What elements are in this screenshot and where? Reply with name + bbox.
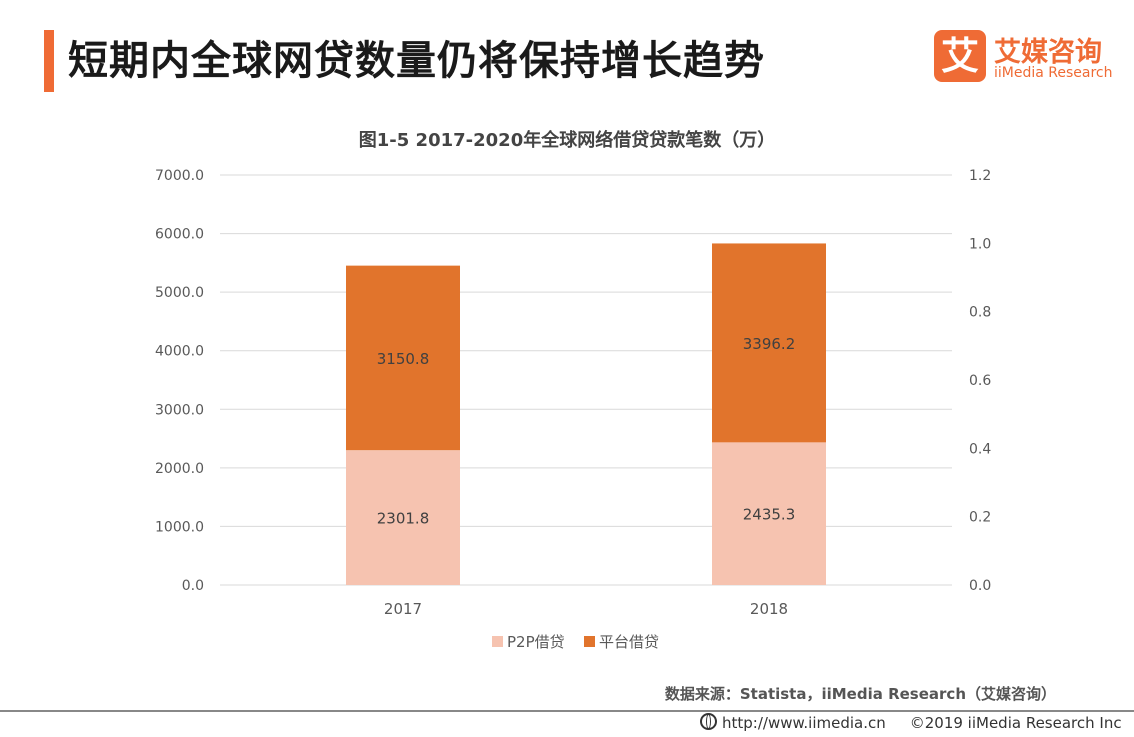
stacked-bar-chart: 0.0 1000.0 2000.0 3000.0 4000.0 5000.0 6000.0 7… (155, 168, 991, 651)
y-tick-label: 0.0 (182, 578, 204, 594)
bar-segment (712, 442, 826, 585)
legend-swatch (492, 636, 503, 647)
bars: 2301.8 3150.8 2435.3 3396.2 (346, 243, 826, 585)
data-label: 2301.8 (377, 510, 430, 528)
y2-tick-label: 0.0 (969, 578, 991, 594)
y-axis-right: 0.0 0.2 0.4 0.6 0.8 1.0 1.2 (969, 168, 991, 594)
y2-tick-label: 0.8 (969, 305, 991, 321)
logo-name-en: iiMedia Research (994, 65, 1113, 81)
logo-mark-icon: 艾 (934, 30, 986, 82)
data-source: 数据来源：Statista，iiMedia Research（艾媒咨询） (664, 685, 1056, 703)
y-tick-label: 1000.0 (155, 519, 204, 535)
y2-tick-label: 1.2 (969, 168, 991, 184)
footer: http://www.iimedia.cn ©2019 iiMedia Resea… (700, 713, 1122, 732)
logo-name-cn: 艾媒咨询 (994, 37, 1102, 68)
y2-tick-label: 0.2 (969, 510, 991, 526)
legend-label: 平台借贷 (599, 633, 659, 651)
y-tick-label: 2000.0 (155, 461, 204, 477)
footer-url[interactable]: http://www.iimedia.cn (722, 714, 886, 732)
bar-segment (712, 243, 826, 443)
chart-title: 图1-5 2017-2020年全球网络借贷贷款笔数（万） (358, 130, 776, 151)
data-label: 3396.2 (743, 335, 796, 353)
y-tick-label: 4000.0 (155, 344, 204, 360)
x-tick-label: 2017 (384, 600, 422, 618)
brand-logo: 艾 艾媒咨询 iiMedia Research (934, 30, 1114, 86)
legend: P2P借贷 平台借贷 (492, 633, 659, 651)
gridlines (220, 174, 952, 586)
y2-tick-label: 0.6 (969, 373, 991, 389)
legend-swatch (584, 636, 595, 647)
data-label: 3150.8 (377, 350, 430, 368)
x-axis: 2017 2018 (384, 600, 788, 618)
y-axis-left: 0.0 1000.0 2000.0 3000.0 4000.0 5000.0 6000.0 7… (155, 168, 204, 594)
bar-segment (346, 450, 460, 585)
y2-tick-label: 1.0 (969, 236, 991, 252)
data-label: 2435.3 (743, 506, 796, 524)
globe-icon (700, 713, 717, 730)
y-tick-label: 7000.0 (155, 168, 204, 184)
page-title: 短期内全球网贷数量仍将保持增长趋势 (68, 38, 765, 84)
title-accent-bar (44, 30, 54, 92)
y2-tick-label: 0.4 (969, 441, 991, 457)
footer-divider (0, 710, 1134, 712)
y-tick-label: 5000.0 (155, 285, 204, 301)
y-tick-label: 6000.0 (155, 227, 204, 243)
bar-segment (346, 265, 460, 451)
legend-label: P2P借贷 (507, 633, 565, 651)
footer-copyright: ©2019 iiMedia Research Inc (909, 714, 1122, 732)
y-tick-label: 3000.0 (155, 402, 204, 418)
x-tick-label: 2018 (750, 600, 788, 618)
